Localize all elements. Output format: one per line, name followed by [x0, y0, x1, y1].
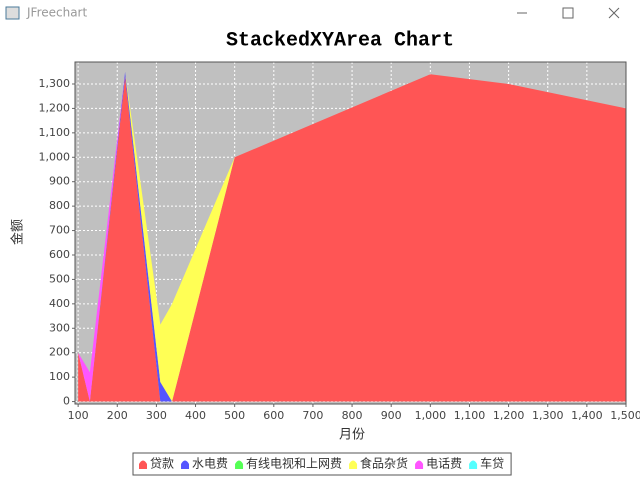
y-tick-label: 500 [49, 272, 70, 285]
legend-marker [235, 460, 244, 469]
x-tick-label: 500 [224, 409, 245, 422]
legend-marker [139, 460, 147, 469]
x-tick-label: 700 [302, 409, 323, 422]
legend-marker [415, 460, 424, 469]
chart-title: StackedXYArea Chart [226, 29, 454, 52]
x-tick-label: 1,100 [454, 409, 486, 422]
x-tick-label: 300 [146, 409, 167, 422]
y-tick-label: 1,100 [39, 126, 71, 139]
y-axis-label: 金额 [10, 219, 26, 245]
x-axis-label: 月份 [339, 428, 365, 443]
y-tick-label: 100 [49, 370, 70, 383]
y-tick-label: 400 [49, 297, 70, 310]
x-tick-label: 600 [263, 409, 284, 422]
x-tick-label: 1,300 [532, 409, 564, 422]
app-icon [5, 6, 20, 20]
legend: 贷款 水电费 有线电视和上网费 食品杂货 电话费 车贷 [132, 452, 512, 476]
x-tick-label: 400 [185, 409, 206, 422]
legend-label: 电话费 [426, 457, 462, 471]
y-tick-label: 900 [49, 175, 70, 188]
y-tick-label: 1,200 [39, 101, 71, 114]
legend-label: 车贷 [480, 456, 504, 471]
x-tick-label: 1,400 [571, 409, 603, 422]
legend-marker [469, 460, 478, 469]
legend-box [132, 452, 512, 476]
y-tick-label: 1,300 [39, 77, 71, 90]
close-button[interactable] [608, 7, 620, 19]
y-tick-label: 300 [49, 321, 70, 334]
x-tick-label: 1,500 [610, 409, 640, 422]
x-tick-label: 1,000 [415, 409, 447, 422]
x-tick-label: 800 [342, 409, 363, 422]
maximize-button[interactable] [562, 7, 574, 19]
legend-marker [349, 460, 358, 469]
legend-label: 水电费 [192, 457, 228, 471]
legend-label: 贷款 [150, 457, 174, 471]
legend-label: 有线电视和上网费 [246, 456, 342, 471]
y-tick-label: 200 [49, 346, 70, 359]
window-title: JFreechart [26, 6, 87, 20]
y-tick-label: 1,000 [39, 150, 71, 163]
areas [78, 71, 627, 402]
y-tick-label: 600 [49, 248, 70, 261]
legend-label: 食品杂货 [360, 456, 408, 471]
x-tick-label: 900 [381, 409, 402, 422]
plot-border [74, 61, 627, 405]
x-tick-label: 100 [68, 409, 89, 422]
area [78, 74, 627, 402]
y-tick-label: 800 [49, 199, 70, 212]
y-tick-label: 700 [49, 224, 70, 237]
legend-marker [181, 460, 190, 469]
x-tick-label: 1,200 [493, 409, 525, 422]
y-tick-label: 0 [63, 395, 70, 408]
x-tick-label: 200 [107, 409, 128, 422]
